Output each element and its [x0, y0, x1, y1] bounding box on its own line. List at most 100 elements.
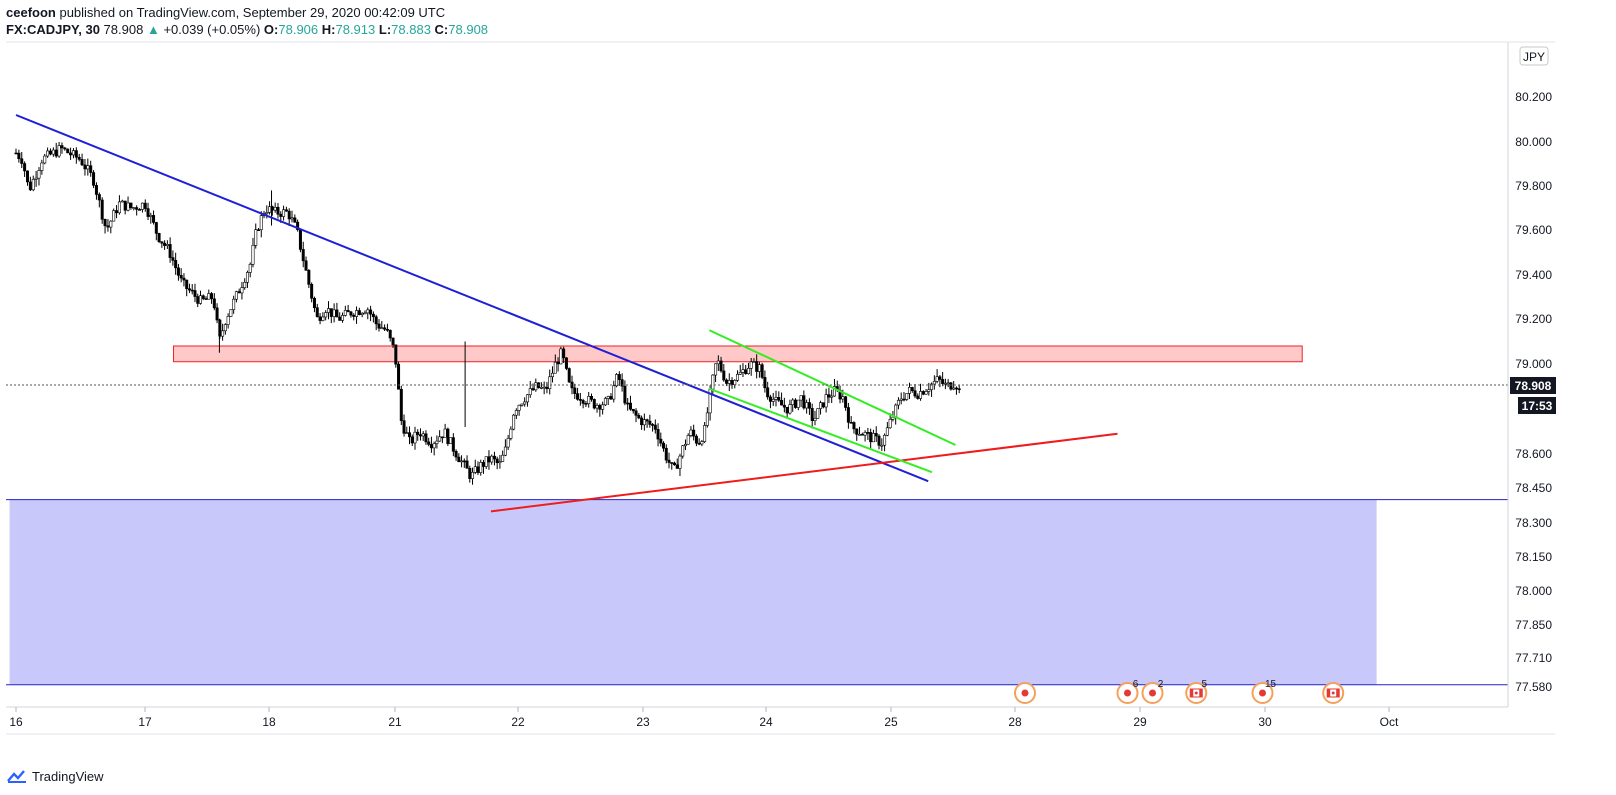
- candle-body: [780, 400, 784, 406]
- candle-body: [810, 408, 814, 422]
- candle-body: [562, 348, 566, 359]
- symbol-label[interactable]: FX:CADJPY, 30: [6, 22, 100, 37]
- candle-body: [592, 399, 596, 409]
- candle-body: [885, 427, 889, 436]
- time-tick-label: 22: [511, 715, 525, 729]
- time-tick-label: 25: [884, 715, 898, 729]
- candle-body: [539, 387, 543, 389]
- trendlines-layer: [15, 114, 1118, 513]
- candle-body: [763, 377, 767, 389]
- candle-body: [380, 327, 384, 330]
- candle-body: [135, 207, 139, 210]
- candle-body: [793, 399, 797, 408]
- candle-body: [932, 381, 936, 385]
- downtrend-line: [15, 114, 929, 483]
- candle-body: [394, 344, 398, 365]
- candle-body: [293, 217, 297, 223]
- candle-body: [746, 367, 750, 374]
- candle-body: [132, 207, 136, 209]
- candle-body: [163, 242, 167, 246]
- candle-body: [182, 277, 186, 281]
- candle-body: [738, 372, 742, 375]
- brand-name[interactable]: TradingView: [32, 768, 104, 784]
- candle-body: [640, 417, 644, 426]
- candle-body: [581, 400, 585, 404]
- candle-body: [791, 399, 795, 405]
- candle-body: [578, 399, 582, 401]
- candle-body: [43, 155, 47, 164]
- candle-body: [576, 393, 580, 400]
- candle-body: [92, 172, 96, 186]
- candle-body: [369, 309, 373, 315]
- candle-body: [471, 471, 475, 479]
- support-zone: [9, 499, 1377, 685]
- candle-body: [755, 361, 759, 372]
- candle-body: [700, 441, 704, 445]
- publish-line: ceefoon published on TradingView.com, Se…: [6, 4, 488, 21]
- candle-body: [896, 400, 900, 406]
- candle-body: [943, 382, 947, 385]
- candle-body: [813, 418, 817, 422]
- candle-body: [606, 396, 610, 399]
- price-tick-label: 80.200: [1515, 90, 1552, 104]
- candle-body: [645, 419, 649, 422]
- candle-body: [827, 394, 831, 398]
- candle-body: [462, 460, 466, 463]
- candle-body: [83, 164, 87, 170]
- price-axis[interactable]: 80.200 80.000 79.800 79.600 79.400 79.200 79.0…: [1515, 90, 1552, 694]
- candle-body: [930, 383, 934, 390]
- tradingview-logo-icon[interactable]: [6, 768, 28, 784]
- candle-body: [774, 397, 778, 400]
- candle-body: [520, 403, 524, 406]
- candle-body: [880, 444, 884, 447]
- candle-body: [741, 369, 745, 373]
- candle-body: [154, 222, 158, 234]
- candle-body: [468, 468, 472, 479]
- candle-body: [410, 436, 414, 444]
- candle-body: [766, 387, 770, 398]
- candle-body: [443, 428, 447, 438]
- candle-body: [146, 208, 150, 217]
- candle-body: [760, 364, 764, 378]
- candle-body: [279, 213, 283, 217]
- candle-body: [484, 456, 488, 467]
- currency-badge[interactable]: JPY: [1519, 46, 1549, 66]
- candle-body: [913, 390, 917, 397]
- up-arrow-icon: ▲: [146, 22, 160, 37]
- candle-body: [174, 260, 178, 269]
- event-marker-icon: 5: [1185, 679, 1207, 704]
- candle-body: [215, 307, 219, 321]
- price-tick-label: 77.850: [1515, 618, 1552, 632]
- candle-body: [304, 260, 308, 271]
- candle-body: [20, 158, 24, 164]
- candle-body: [17, 152, 21, 160]
- candle-body: [601, 404, 605, 410]
- candle-body: [149, 215, 153, 217]
- candle-body: [846, 407, 850, 423]
- candle-body: [949, 382, 953, 390]
- candle-body: [324, 312, 328, 318]
- author-name[interactable]: ceefoon: [6, 5, 56, 20]
- candle-body: [321, 316, 325, 321]
- time-axis[interactable]: 16 17 18 21 22 23 24 25 28 29 30 Oct: [9, 707, 1399, 729]
- candle-body: [377, 323, 381, 329]
- candle-body: [204, 298, 208, 300]
- candle-body: [564, 357, 568, 369]
- candle-body: [905, 393, 909, 400]
- candle-body: [465, 460, 469, 469]
- candle-body: [860, 433, 864, 436]
- candle-body: [168, 244, 172, 258]
- candle-body: [952, 387, 956, 390]
- candle-body: [440, 436, 444, 439]
- candle-body: [329, 308, 333, 317]
- candle-body: [888, 419, 892, 429]
- zones-layer: [6, 345, 1508, 686]
- candle-body: [165, 244, 169, 246]
- candle-body: [542, 386, 546, 389]
- event-badge-count: 15: [1265, 679, 1277, 690]
- candle-body: [891, 416, 895, 420]
- candle-body: [506, 438, 510, 448]
- candle-body: [397, 363, 401, 390]
- candle-body: [374, 316, 378, 325]
